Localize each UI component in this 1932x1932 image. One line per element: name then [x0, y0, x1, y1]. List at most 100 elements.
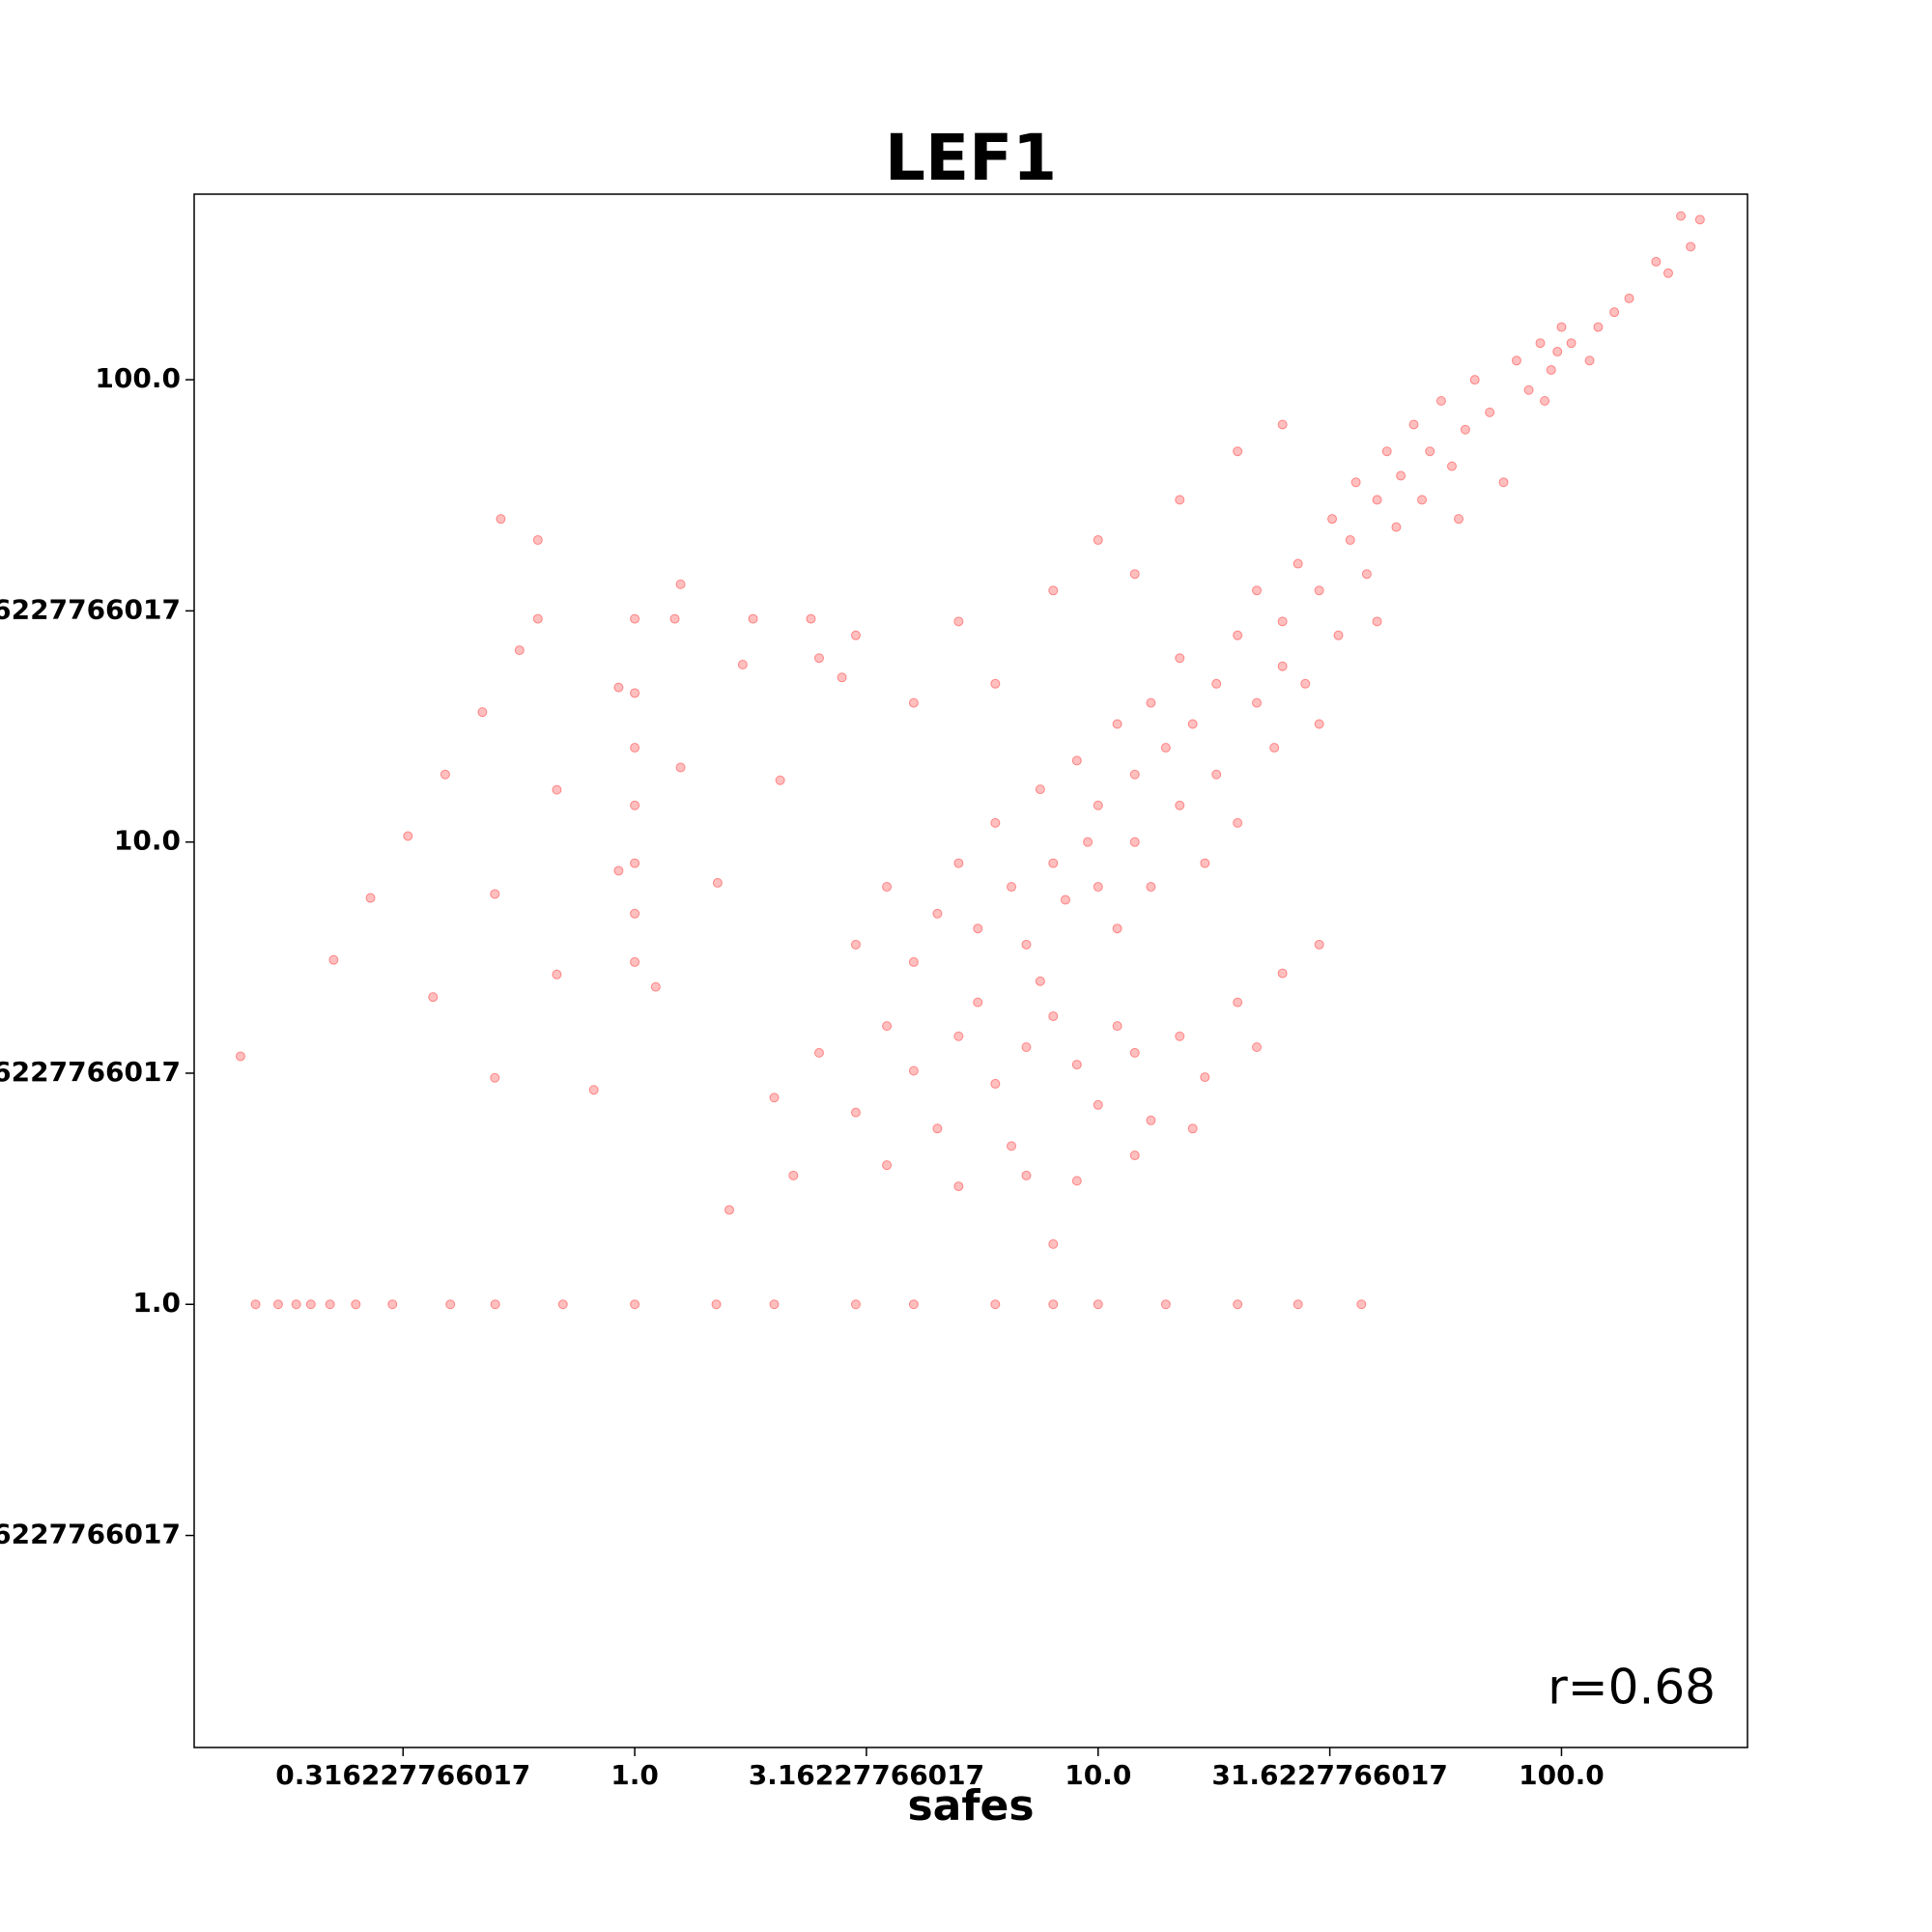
scatter-point	[1485, 407, 1495, 417]
scatter-point	[1048, 1010, 1059, 1021]
scatter-point	[769, 1093, 780, 1103]
y-tick-label: 3.16227766017	[0, 1056, 181, 1088]
scatter-point	[850, 939, 861, 950]
scatter-point	[1175, 1031, 1185, 1041]
scatter-point	[1556, 322, 1567, 332]
chart-title: LEF1	[885, 121, 1057, 195]
scatter-point	[1035, 784, 1045, 795]
y-tick-label: 0.316227766017	[0, 1519, 181, 1550]
scatter-point	[630, 688, 640, 698]
scatter-point	[613, 866, 624, 876]
scatter-point	[1112, 923, 1122, 934]
scatter-point	[1233, 630, 1243, 640]
scatter-point	[387, 1299, 398, 1310]
scatter-point	[1071, 1060, 1082, 1070]
scatter-point	[1535, 338, 1546, 349]
scatter-point	[908, 1065, 919, 1076]
scatter-point	[1160, 1299, 1171, 1310]
annotation: r=0.68	[1548, 1660, 1716, 1716]
scatter-point	[325, 1299, 335, 1310]
scatter-point	[953, 1031, 964, 1041]
scatter-point	[291, 1299, 301, 1310]
scatter-point	[1160, 742, 1171, 753]
scatter-point	[250, 1299, 261, 1310]
scatter-point	[953, 1181, 964, 1192]
scatter-point	[837, 672, 847, 683]
y-tick-label: 10.0	[114, 825, 181, 857]
scatter-point	[813, 653, 824, 664]
scatter-point	[1021, 939, 1032, 950]
scatter-point	[1269, 742, 1280, 753]
scatter-point	[675, 579, 686, 589]
y-tick-label: 31.6227766017	[0, 593, 181, 625]
scatter-point	[1277, 968, 1288, 979]
scatter-point	[1007, 1141, 1017, 1151]
scatter-point	[630, 1299, 640, 1310]
scatter-point	[1511, 355, 1521, 366]
scatter-point	[1651, 256, 1662, 267]
scatter-point	[1350, 477, 1361, 488]
scatter-point	[630, 956, 640, 967]
scatter-point	[490, 889, 500, 899]
scatter-point	[1523, 384, 1534, 395]
scatter-point	[908, 1299, 919, 1310]
x-tick-label: 31.6227766017	[1211, 1759, 1447, 1791]
scatter-point	[588, 1085, 599, 1095]
x-axis-label: safes	[907, 1781, 1034, 1831]
scatter-point	[1460, 424, 1470, 435]
scatter-point	[1129, 1151, 1140, 1161]
scatter-point	[630, 908, 640, 919]
scatter-point	[1584, 355, 1595, 366]
scatter-point	[305, 1299, 316, 1310]
scatter-point	[711, 1299, 722, 1310]
scatter-point	[1694, 214, 1705, 225]
scatter-point	[514, 645, 525, 656]
scatter-point	[1361, 569, 1372, 580]
scatter-point	[990, 1078, 1001, 1089]
scatter-point	[1112, 1021, 1122, 1032]
scatter-point	[1593, 322, 1604, 332]
scatter-point	[1093, 1299, 1103, 1310]
scatter-point	[1071, 1176, 1082, 1186]
scatter-point	[445, 1299, 456, 1310]
scatter-point	[748, 613, 758, 624]
scatter-point	[908, 697, 919, 708]
scatter-point	[1566, 338, 1577, 349]
scatter-point	[1093, 1099, 1103, 1110]
scatter-point	[1540, 395, 1550, 406]
scatter-point	[1293, 558, 1303, 569]
scatter-point	[882, 1021, 893, 1032]
scatter-point	[932, 1123, 943, 1134]
scatter-point	[1435, 395, 1446, 406]
scatter-point	[440, 769, 450, 780]
scatter-point	[1211, 769, 1222, 780]
scatter-point	[775, 775, 785, 785]
scatter-point	[1372, 495, 1382, 505]
scatter-point	[1327, 514, 1338, 525]
scatter-point	[1060, 895, 1070, 905]
scatter-point	[1454, 514, 1464, 525]
scatter-point	[882, 1160, 893, 1171]
scatter-point	[712, 877, 723, 888]
scatter-point	[1187, 719, 1198, 729]
scatter-point	[490, 1072, 500, 1083]
scatter-point	[1624, 293, 1634, 303]
scatter-point	[365, 893, 376, 903]
scatter-point	[1021, 1042, 1032, 1053]
scatter-point	[908, 956, 919, 967]
scatter-point	[630, 613, 640, 624]
scatter-point	[630, 800, 640, 810]
scatter-point	[788, 1170, 799, 1180]
scatter-point	[813, 1047, 824, 1058]
x-tick-label: 3.16227766017	[749, 1759, 984, 1791]
scatter-point	[1048, 1238, 1059, 1249]
scatter-point	[1175, 653, 1185, 664]
y-tick-label: 100.0	[95, 362, 181, 394]
scatter-point	[650, 981, 661, 992]
scatter-point	[1686, 242, 1696, 252]
scatter-point	[428, 992, 439, 1003]
scatter-point	[557, 1299, 568, 1310]
scatter-point	[1233, 1299, 1243, 1310]
scatter-point	[532, 535, 543, 546]
scatter-point	[1200, 858, 1210, 868]
